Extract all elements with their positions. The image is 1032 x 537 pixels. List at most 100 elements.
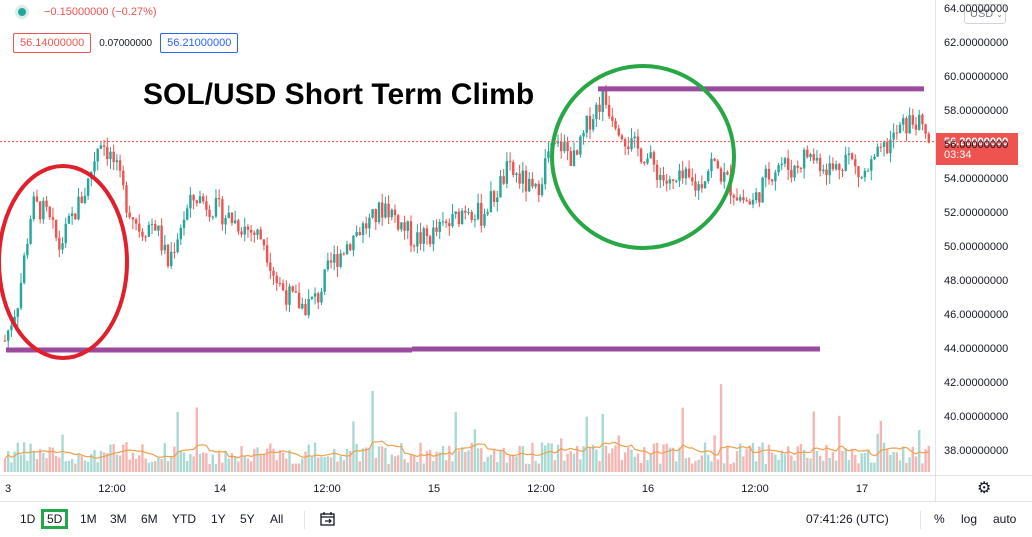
candle-body <box>496 197 499 202</box>
candle-body <box>924 124 927 134</box>
candle-body <box>735 197 739 201</box>
volume-bar <box>441 445 445 472</box>
chart-plot-area[interactable]: −0.15000000 (−0.27%) 56.14000000 0.07000… <box>0 0 935 475</box>
candle-body <box>93 161 96 172</box>
volume-bar <box>857 463 860 472</box>
range-1y-button[interactable]: 1Y <box>211 512 226 526</box>
volume-bar <box>668 447 672 472</box>
candle-body <box>253 232 256 235</box>
volume-bar <box>550 443 553 472</box>
price-chart[interactable] <box>0 0 935 475</box>
volume-bar <box>825 444 828 472</box>
candle-body <box>349 244 352 251</box>
volume-bar <box>64 461 67 472</box>
volume-bar <box>882 442 886 472</box>
volume-bar <box>563 460 566 472</box>
candle-body <box>406 221 409 231</box>
volume-bar <box>508 455 512 472</box>
candle-body <box>857 166 860 178</box>
candle-body <box>834 164 838 170</box>
price-axis[interactable]: USD ⌄ 56.20000000 03:34 64.00000000 62.000… <box>935 0 1032 475</box>
candle-body <box>115 160 119 163</box>
volume-bar <box>799 444 803 472</box>
candle-body <box>246 226 250 230</box>
utc-clock[interactable]: 07:41:26 (UTC) <box>806 512 889 526</box>
candle-body <box>189 194 192 209</box>
candle-body <box>556 141 560 144</box>
candle-body <box>892 132 895 140</box>
candle-body <box>838 164 841 170</box>
range-6m-button[interactable]: 6M <box>141 512 158 526</box>
range-5y-button[interactable]: 5Y <box>240 512 255 526</box>
volume-bar <box>876 433 879 472</box>
candle-body <box>607 104 611 117</box>
time-axis-label: 16 <box>641 483 655 495</box>
volume-bar <box>221 462 224 472</box>
chart-settings-cell[interactable]: ⚙ <box>935 475 1032 501</box>
volume-bar <box>285 458 288 472</box>
volume-bar <box>454 412 457 472</box>
volume-bar <box>349 451 352 472</box>
volume-bar <box>16 442 19 472</box>
range-ytd-button[interactable]: YTD <box>172 512 196 526</box>
volume-bar <box>387 463 390 472</box>
volume-bar <box>902 446 905 472</box>
candle-body <box>764 168 767 178</box>
candle-body <box>480 202 483 226</box>
log-scale-button[interactable]: log <box>961 512 978 526</box>
volume-bar <box>259 454 262 472</box>
candle-body <box>329 260 333 263</box>
range-3m-button[interactable]: 3M <box>110 512 127 526</box>
calendar-goto-icon[interactable] <box>320 512 336 526</box>
auto-scale-button[interactable]: auto <box>993 512 1017 526</box>
candle-body <box>438 221 441 232</box>
time-axis[interactable]: 3 12:00 14 12:00 15 12:00 16 12:00 17 <box>0 475 935 501</box>
volume-bar <box>93 449 96 472</box>
candle-body <box>70 213 74 216</box>
range-1m-button[interactable]: 1M <box>80 512 97 526</box>
volume-bar <box>761 442 764 472</box>
currency-select[interactable]: USD ⌄ <box>964 4 1006 24</box>
candle-body <box>38 201 42 220</box>
volume-bar <box>240 446 243 472</box>
candle-body <box>112 151 115 163</box>
candle-body <box>611 116 614 121</box>
candle-body <box>825 169 828 176</box>
volume-bar <box>528 463 531 472</box>
candle-body <box>377 202 381 223</box>
percent-scale-button[interactable]: % <box>934 512 945 526</box>
candle-body <box>118 160 122 171</box>
volume-bar <box>531 442 534 472</box>
candle-body <box>205 201 208 210</box>
range-1d-button[interactable]: 1D <box>20 512 36 526</box>
volume-bar <box>444 460 448 472</box>
volume-bar <box>496 462 499 472</box>
price-axis-label: 38.00000000 <box>944 445 1009 457</box>
candle-body <box>176 239 179 253</box>
gear-icon[interactable]: ⚙ <box>977 480 992 497</box>
range-5d-button[interactable]: 5D <box>41 509 69 529</box>
candle-body <box>639 148 643 163</box>
candle-body <box>86 178 90 196</box>
volume-bar <box>451 461 454 472</box>
candle-body <box>144 236 147 238</box>
candle-body <box>339 253 342 267</box>
ask-price-button[interactable]: 56.21000000 <box>160 33 239 53</box>
candle-body <box>432 227 435 245</box>
candle-body <box>841 169 844 171</box>
volume-bar <box>301 458 304 472</box>
price-axis-label: 60.00000000 <box>944 71 1009 83</box>
volume-bar <box>67 460 71 472</box>
candle-body <box>575 150 579 155</box>
volume-bar <box>655 442 659 472</box>
bid-price-button[interactable]: 56.14000000 <box>13 33 92 53</box>
range-all-button[interactable]: All <box>270 512 284 526</box>
candle-body <box>652 152 656 165</box>
candle-body <box>141 231 144 237</box>
candle-body <box>333 254 336 263</box>
price-axis-label: 50.00000000 <box>944 241 1009 253</box>
volume-bar <box>195 407 198 472</box>
volume-bar <box>54 456 58 472</box>
volume-bar <box>380 446 384 472</box>
volume-bar <box>6 451 10 472</box>
